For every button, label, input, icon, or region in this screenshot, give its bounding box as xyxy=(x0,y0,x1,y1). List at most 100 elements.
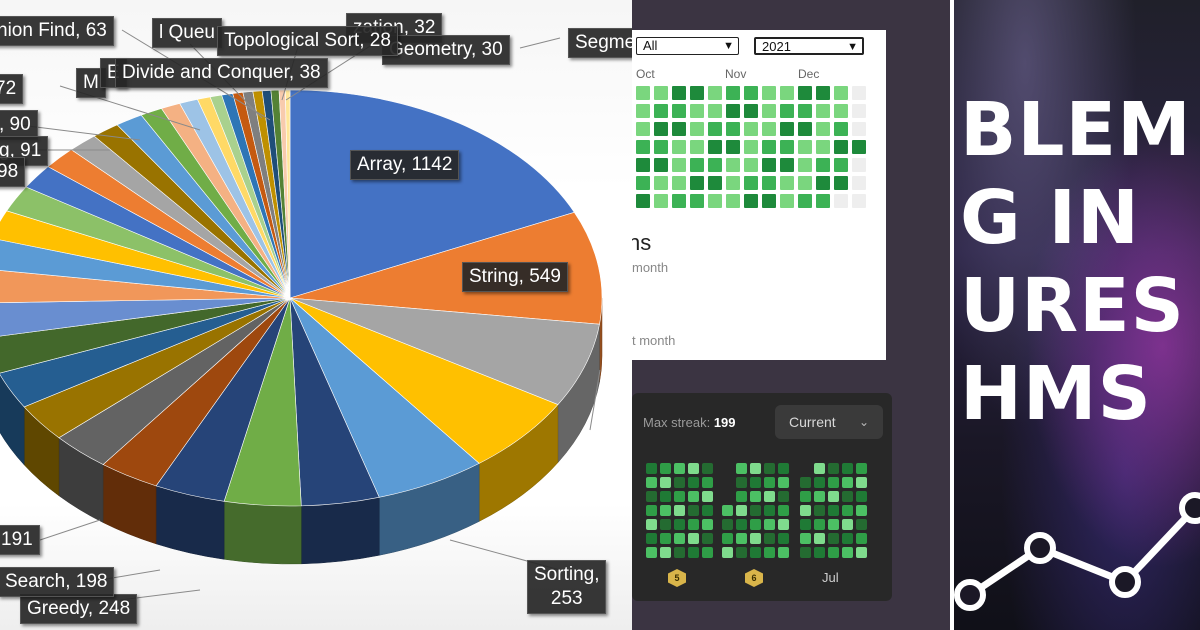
streak-cell xyxy=(674,519,685,530)
heatmap-cell xyxy=(726,104,740,118)
streak-cell xyxy=(660,505,671,516)
heatmap-cell xyxy=(744,158,758,172)
heatmap-cell xyxy=(726,140,740,154)
heatmap-cell xyxy=(654,158,668,172)
label-segment: Segme xyxy=(568,28,632,58)
streak-cell xyxy=(736,477,747,488)
heatmap-cell xyxy=(708,104,722,118)
streak-cell xyxy=(842,477,853,488)
heatmap-cell xyxy=(780,194,794,208)
streak-cell xyxy=(828,491,839,502)
badge-icon: 5 xyxy=(668,569,686,587)
streak-cell xyxy=(702,463,713,474)
label-geometry: Geometry, 30 xyxy=(382,35,510,65)
heatmap-cell xyxy=(762,104,776,118)
heatmap-cell xyxy=(816,140,830,154)
year-select[interactable]: 2021 ▼ xyxy=(754,37,864,55)
heatmap-cell xyxy=(654,140,668,154)
chevron-down-icon: ▼ xyxy=(723,40,734,52)
heatmap-cell xyxy=(636,158,650,172)
heatmap-cell xyxy=(636,104,650,118)
heatmap-cell xyxy=(690,194,704,208)
heatmap-cell xyxy=(798,194,812,208)
streak-cell xyxy=(828,519,839,530)
heatmap-cell xyxy=(672,158,686,172)
heatmap-cell xyxy=(690,158,704,172)
heatmap-cell xyxy=(852,104,866,118)
streak-cell xyxy=(736,533,747,544)
streak-cell xyxy=(702,477,713,488)
heatmap-cell xyxy=(708,140,722,154)
streak-cell xyxy=(702,505,713,516)
streak-cell xyxy=(750,463,761,474)
heatmap-cell xyxy=(798,104,812,118)
streak-cell xyxy=(646,547,657,558)
streak-cell xyxy=(800,505,811,516)
heatmap-cell xyxy=(816,104,830,118)
heatmap-cell xyxy=(672,140,686,154)
streak-period-dropdown[interactable]: Current ⌄ xyxy=(775,405,883,439)
streak-cell xyxy=(764,491,775,502)
filter-select[interactable]: All ▼ xyxy=(636,37,739,55)
streak-cell xyxy=(660,491,671,502)
streak-cell xyxy=(800,491,811,502)
year-select-value: 2021 xyxy=(762,39,791,54)
heatmap-cell xyxy=(816,122,830,136)
streak-cell xyxy=(688,547,699,558)
streak-cell xyxy=(814,477,825,488)
streak-cell xyxy=(764,547,775,558)
pie-slice-array xyxy=(289,89,575,299)
streak-cell xyxy=(722,533,733,544)
streak-cell xyxy=(828,505,839,516)
heatmap-cell xyxy=(636,194,650,208)
heatmap-cell xyxy=(834,158,848,172)
heatmap-cell xyxy=(816,86,830,100)
streak-cell xyxy=(646,533,657,544)
heatmap-cell xyxy=(726,122,740,136)
leader-line xyxy=(519,37,561,49)
heatmap-cell xyxy=(816,194,830,208)
streak-cell xyxy=(814,533,825,544)
label-sorting-value: 253 xyxy=(550,588,583,609)
heatmap-cell xyxy=(690,122,704,136)
streak-cell xyxy=(646,463,657,474)
streak-cell xyxy=(750,547,761,558)
streak-cell xyxy=(842,519,853,530)
streak-cell xyxy=(842,547,853,558)
heatmap-cell xyxy=(744,86,758,100)
pie-chart-panel: Array, 1142 String, 549 Sorting, 253 Gre… xyxy=(0,0,632,630)
heatmap-cell xyxy=(636,176,650,190)
streak-cell xyxy=(842,491,853,502)
label-string: String, 549 xyxy=(462,262,568,292)
streak-cell xyxy=(764,463,775,474)
heatmap-cell xyxy=(834,194,848,208)
streak-cell xyxy=(674,477,685,488)
heatmap-cell xyxy=(852,194,866,208)
leader-line xyxy=(19,124,141,141)
heatmap-cell xyxy=(690,104,704,118)
heatmap-cell xyxy=(672,104,686,118)
streak-card: Max streak: 199 Current ⌄ 5 6 Jul xyxy=(632,393,892,601)
streak-cell xyxy=(646,505,657,516)
streak-cell xyxy=(800,547,811,558)
streak-cell xyxy=(736,519,747,530)
streak-cell xyxy=(660,547,671,558)
heatmap-cell xyxy=(708,122,722,136)
heatmap-cell xyxy=(672,176,686,190)
streak-cell xyxy=(750,533,761,544)
pie-chart xyxy=(0,29,603,601)
heatmap-cell xyxy=(852,86,866,100)
heatmap-cell xyxy=(690,86,704,100)
streak-cell xyxy=(674,463,685,474)
streak-cell xyxy=(646,477,657,488)
month-label-nov: Nov xyxy=(725,67,747,81)
heatmap-cell xyxy=(726,158,740,172)
heatmap-cell xyxy=(798,140,812,154)
streak-cell xyxy=(674,533,685,544)
heatmap-cell xyxy=(834,140,848,154)
badge-icon: 6 xyxy=(745,569,763,587)
streak-cell xyxy=(800,533,811,544)
streak-cell xyxy=(722,547,733,558)
streak-cell xyxy=(764,505,775,516)
heatmap-cell xyxy=(726,194,740,208)
